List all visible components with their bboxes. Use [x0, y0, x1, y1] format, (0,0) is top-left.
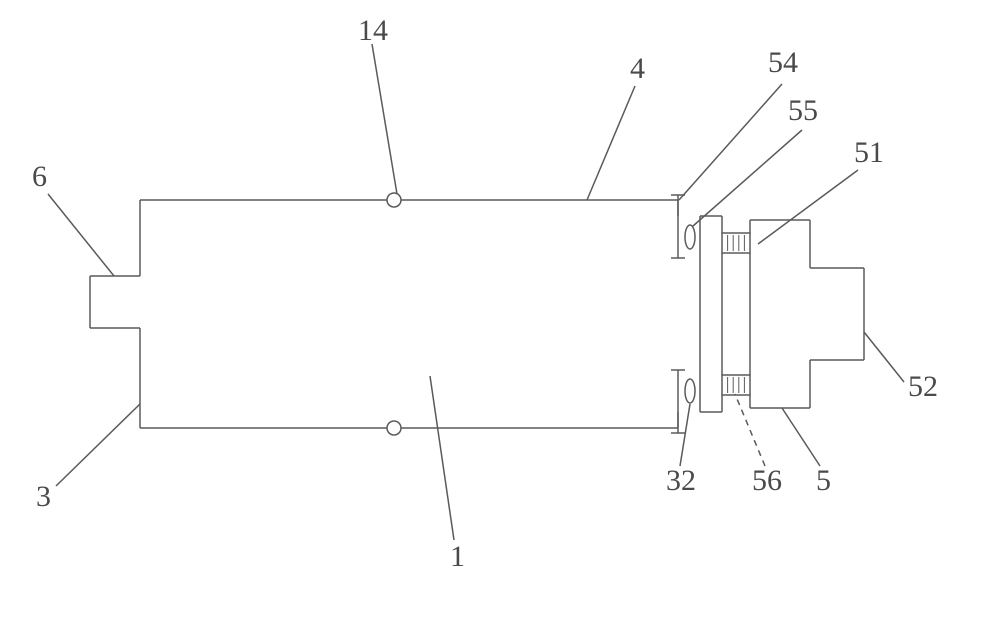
label-l55: 55 [788, 94, 818, 127]
label-l56: 56 [752, 464, 782, 497]
background [0, 0, 1000, 628]
port-bottom [387, 421, 401, 435]
label-l5: 5 [816, 464, 831, 497]
port-top [387, 193, 401, 207]
label-l14: 14 [358, 14, 388, 47]
label-l6: 6 [32, 160, 47, 193]
label-l52: 52 [908, 370, 938, 403]
label-l3: 3 [36, 480, 51, 513]
label-l32: 32 [666, 464, 696, 497]
label-l54: 54 [768, 46, 798, 79]
label-l4: 4 [630, 52, 645, 85]
label-l1: 1 [450, 540, 465, 573]
label-l51: 51 [854, 136, 884, 169]
